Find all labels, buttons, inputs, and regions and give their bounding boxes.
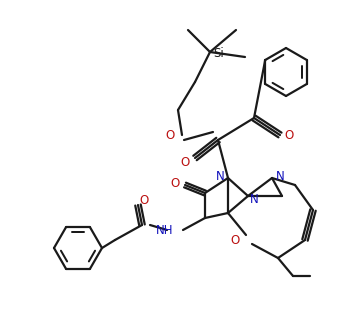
Text: O: O <box>231 233 240 246</box>
Text: NH: NH <box>156 224 173 237</box>
Text: N: N <box>276 169 285 182</box>
Text: O: O <box>180 156 190 168</box>
Text: O: O <box>170 176 180 189</box>
Text: Si: Si <box>213 46 224 59</box>
Text: O: O <box>166 129 175 142</box>
Text: N: N <box>216 169 225 182</box>
Text: N: N <box>250 192 259 205</box>
Text: O: O <box>139 193 149 206</box>
Text: O: O <box>285 129 293 142</box>
